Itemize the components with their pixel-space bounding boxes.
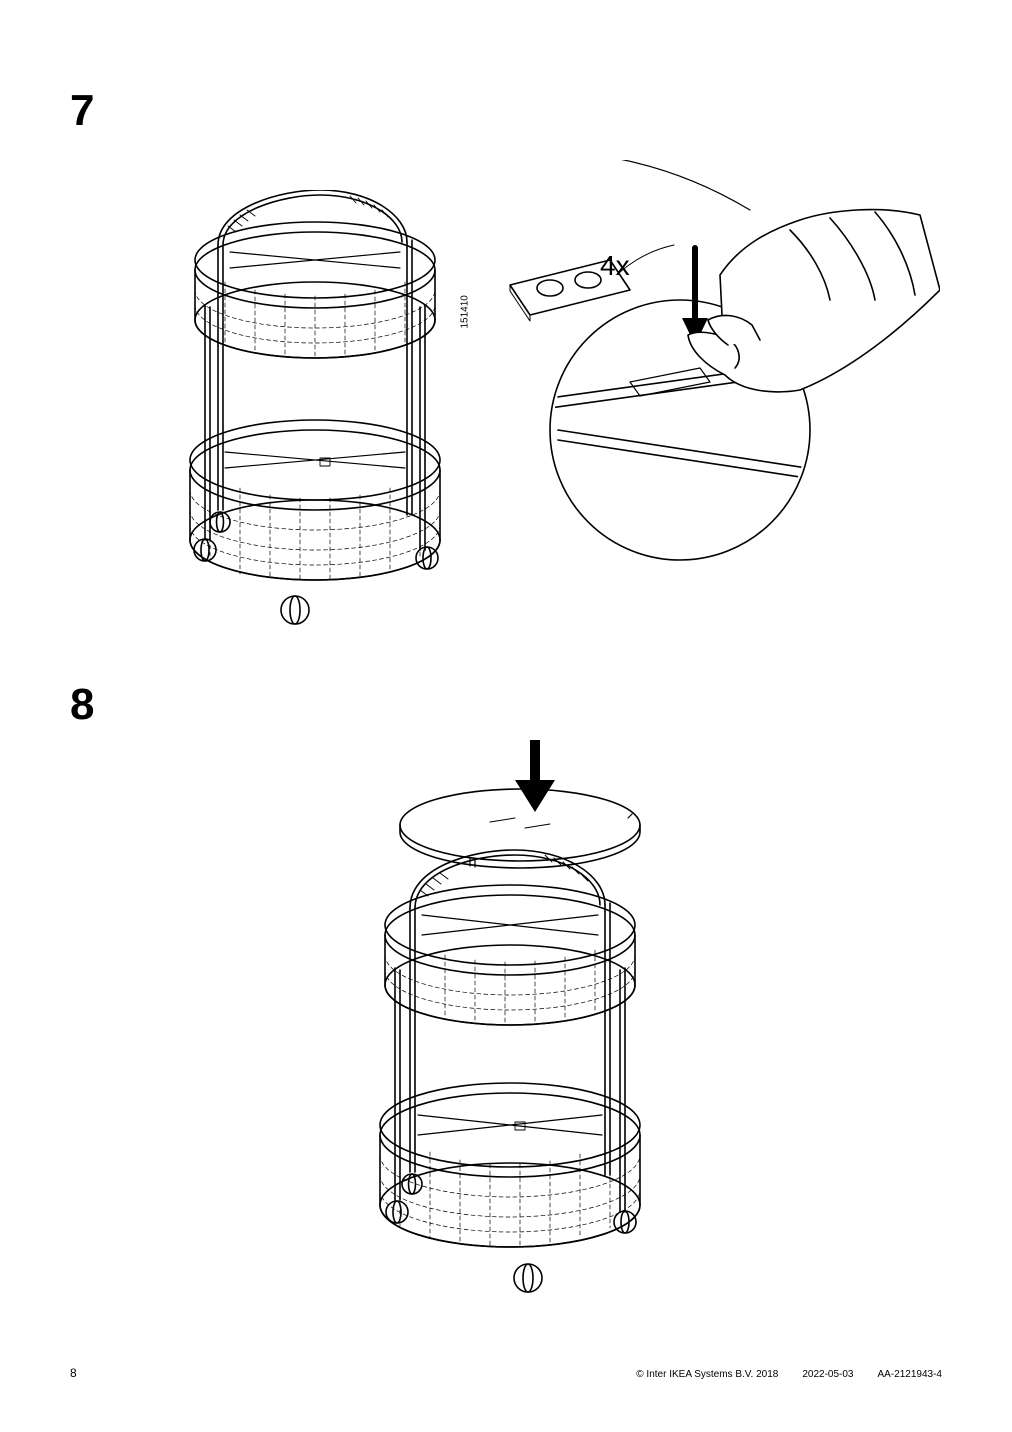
hardware-part-id: 151410 — [460, 295, 471, 328]
step-number-8: 8 — [70, 680, 94, 730]
step-number-7: 7 — [70, 86, 94, 136]
footer-doc-id: AA-2121943-4 — [878, 1369, 943, 1380]
step8-cart-illustration — [350, 740, 670, 1300]
hardware-qty: 4x — [600, 250, 630, 282]
footer-page-number: 8 — [70, 1366, 77, 1380]
footer: 8 © Inter IKEA Systems B.V. 2018 2022-05… — [0, 1366, 1012, 1380]
footer-meta: © Inter IKEA Systems B.V. 2018 2022-05-0… — [636, 1369, 942, 1380]
instruction-page: 7 — [0, 0, 1012, 1432]
step7-cart-illustration — [170, 190, 460, 630]
footer-copyright: © Inter IKEA Systems B.V. 2018 — [636, 1369, 778, 1380]
step7-detail-illustration: 4x 151410 — [470, 160, 940, 580]
footer-date: 2022-05-03 — [802, 1369, 853, 1380]
